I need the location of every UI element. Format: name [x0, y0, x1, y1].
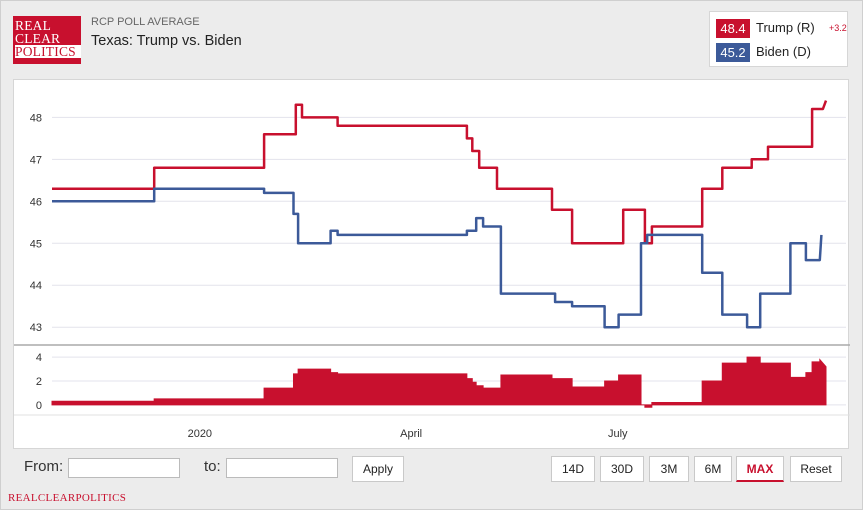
range-3m-button[interactable]: 3M [649, 456, 689, 482]
trump-value-badge: 48.4 [716, 19, 750, 38]
from-date-input[interactable] [68, 458, 180, 478]
from-label: From: [24, 458, 64, 475]
chart-svg: 43 44 45 46 47 48 0 2 4 2020 April July [14, 100, 850, 440]
spread-tick-label: 4 [36, 352, 42, 364]
reset-button[interactable]: Reset [790, 456, 842, 482]
logo-line-2: CLEAR [15, 31, 61, 46]
chart-subtitle: RCP POLL AVERAGE [91, 16, 200, 28]
y-tick-label: 47 [30, 154, 42, 166]
plot-area: 43 44 45 46 47 48 0 2 4 2020 April July [13, 79, 850, 449]
range-14d-button[interactable]: 14D [551, 456, 595, 482]
y-tick-label: 45 [30, 238, 42, 250]
spread-tick-label: 0 [36, 400, 42, 412]
biden-legend-label: Biden (D) [756, 44, 811, 59]
biden-value-badge: 45.2 [716, 43, 750, 62]
spread-area [51, 356, 827, 408]
to-label: to: [204, 458, 221, 475]
logo-line-3: POLITICS [15, 45, 81, 58]
range-30d-button[interactable]: 30D [600, 456, 644, 482]
x-tick-label: 2020 [188, 428, 212, 440]
trump-line [52, 100, 828, 245]
x-tick-label: April [400, 428, 422, 440]
y-tick-label: 48 [30, 112, 42, 124]
legend: 48.4 Trump (R) +3.2 45.2 Biden (D) [709, 11, 848, 67]
trump-change: +3.2 [829, 23, 847, 33]
range-6m-button[interactable]: 6M [694, 456, 732, 482]
range-max-button[interactable]: MAX [736, 456, 784, 482]
logo-line-1: REAL [15, 18, 52, 33]
apply-button[interactable]: Apply [352, 456, 404, 482]
spread-tick-label: 2 [36, 376, 42, 388]
to-date-input[interactable] [226, 458, 338, 478]
trump-legend-label: Trump (R) [756, 20, 815, 35]
chart-title: Texas: Trump vs. Biden [91, 33, 242, 49]
footer-brand: REALCLEARPOLITICS [8, 492, 127, 504]
y-tick-label: 44 [30, 280, 42, 292]
rcp-logo: REAL CLEAR POLITICS [13, 16, 81, 64]
range-controls: From: to: Apply 14D 30D 3M 6M MAX Reset [13, 451, 849, 488]
biden-line [52, 187, 823, 329]
y-tick-label: 43 [30, 322, 42, 334]
x-tick-label: July [608, 428, 628, 440]
y-tick-label: 46 [30, 196, 42, 208]
